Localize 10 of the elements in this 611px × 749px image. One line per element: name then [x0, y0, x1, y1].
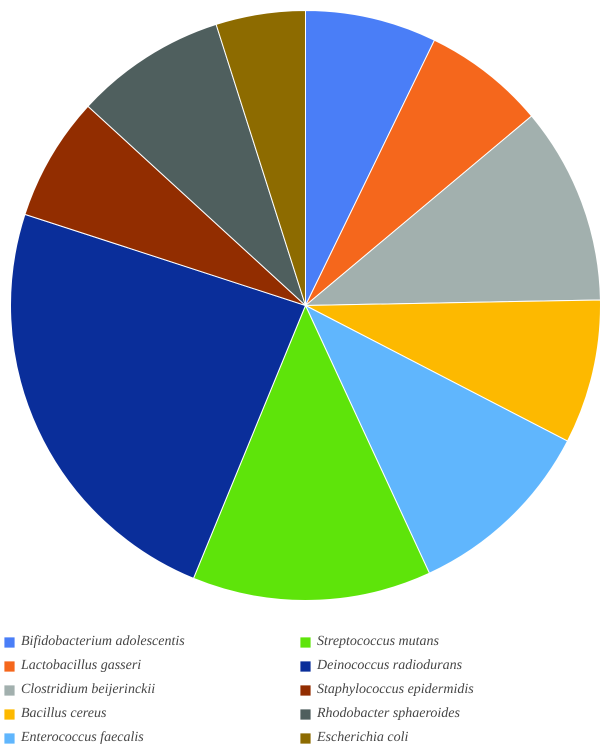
legend-label: Staphylococcus epidermidis [317, 681, 474, 699]
legend-label: Lactobacillus gasseri [21, 657, 142, 675]
legend-label: Bacillus cereus [21, 705, 106, 723]
legend-label: Streptococcus mutans [317, 633, 439, 651]
legend-label: Rhodobacter sphaeroides [317, 705, 460, 723]
legend-label: Escherichia coli [317, 729, 408, 747]
legend-label: Bifidobacterium adolescentis [21, 633, 185, 651]
legend-label: Clostridium beijerinckii [21, 681, 156, 699]
legend-label: Deinococcus radiodurans [317, 657, 462, 675]
legend-label: Enterococcus faecalis [21, 729, 144, 747]
